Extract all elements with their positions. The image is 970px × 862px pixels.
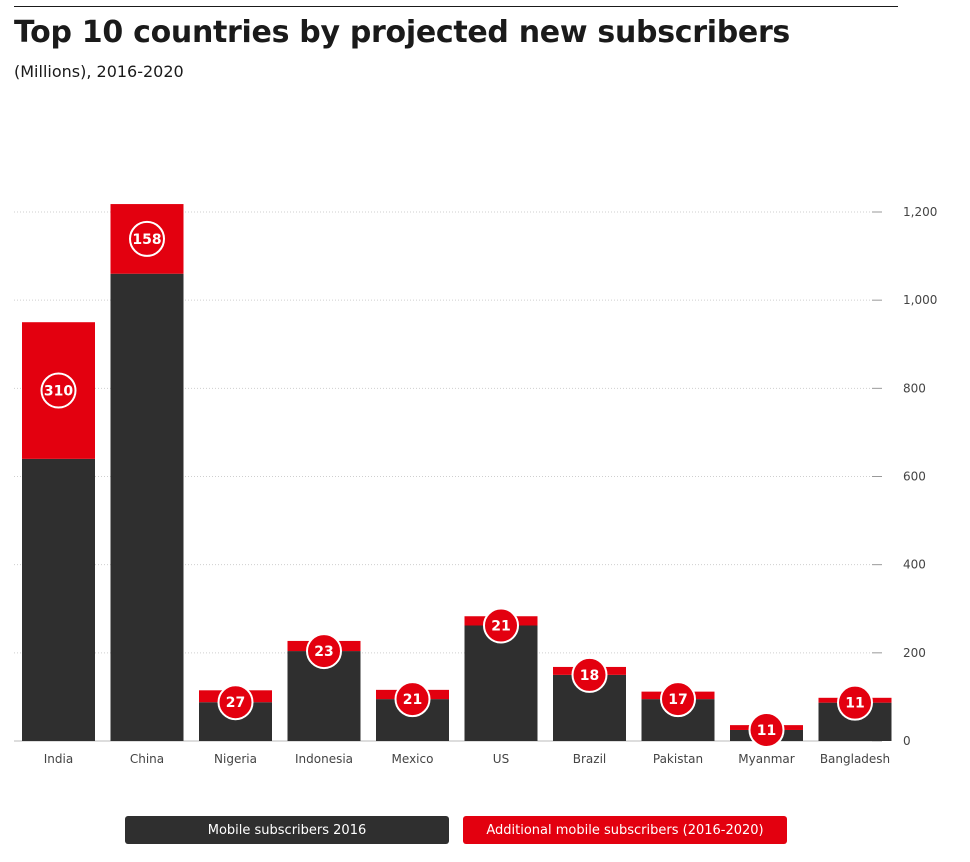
x-tick-label: Bangladesh: [820, 752, 890, 766]
x-tick-label: India: [44, 752, 73, 766]
legend-item-mobile-subscribers-2016: Mobile subscribers 2016: [125, 816, 449, 844]
chart-subtitle: (Millions), 2016-2020: [14, 62, 184, 81]
data-label-bubble: [660, 681, 696, 718]
legend-item-additional-mobile-subscribers: Additional mobile subscribers (2016-2020…: [463, 816, 787, 844]
y-tick-label: 800: [903, 381, 926, 395]
x-tick-label: Pakistan: [653, 752, 703, 766]
data-label-bubble: [217, 684, 254, 721]
x-tick-label: Mexico: [392, 752, 434, 766]
x-tick-label: Nigeria: [214, 752, 257, 766]
data-label-bubble: [129, 220, 165, 257]
data-label: 158: [132, 232, 161, 248]
y-tick-label: 0: [903, 734, 911, 748]
x-tick-label: China: [130, 752, 164, 766]
data-label-bubble: [571, 656, 608, 693]
data-label-bubble: [306, 633, 342, 670]
x-tick-label: US: [493, 752, 509, 766]
data-label-bubble: [394, 681, 431, 718]
data-label: 310: [44, 384, 73, 400]
data-label: 11: [845, 696, 864, 712]
bar-base-china: [110, 273, 184, 741]
data-label: 21: [491, 619, 510, 635]
bar-base-india: [22, 458, 95, 741]
chart-title: Top 10 countries by projected new subscr…: [14, 15, 790, 50]
bar-base-us: [464, 625, 538, 741]
data-label: 21: [403, 692, 422, 708]
y-tick-label: 1,000: [903, 293, 937, 307]
data-label: 11: [757, 723, 776, 739]
x-tick-label: Myanmar: [738, 752, 794, 766]
y-tick-label: 600: [903, 470, 926, 484]
x-tick-label: Brazil: [573, 752, 607, 766]
y-tick-label: 400: [903, 558, 926, 572]
stacked-bar-chart: 0 200 400 600 800 1,000 1,200 310 India 158 China 2…: [14, 204, 937, 766]
data-label-bubble: [483, 607, 519, 644]
top-rule: [14, 6, 898, 7]
data-label-bubble: [837, 684, 873, 721]
y-tick-label: 1,200: [903, 205, 937, 219]
data-label: 18: [580, 668, 599, 684]
data-label-bubble: [748, 711, 785, 748]
y-tick-label: 200: [903, 646, 926, 660]
data-label: 17: [668, 692, 687, 708]
data-label-bubble: [40, 372, 77, 409]
x-tick-label: Indonesia: [295, 752, 353, 766]
data-label: 23: [314, 644, 333, 660]
data-label: 27: [226, 695, 245, 711]
